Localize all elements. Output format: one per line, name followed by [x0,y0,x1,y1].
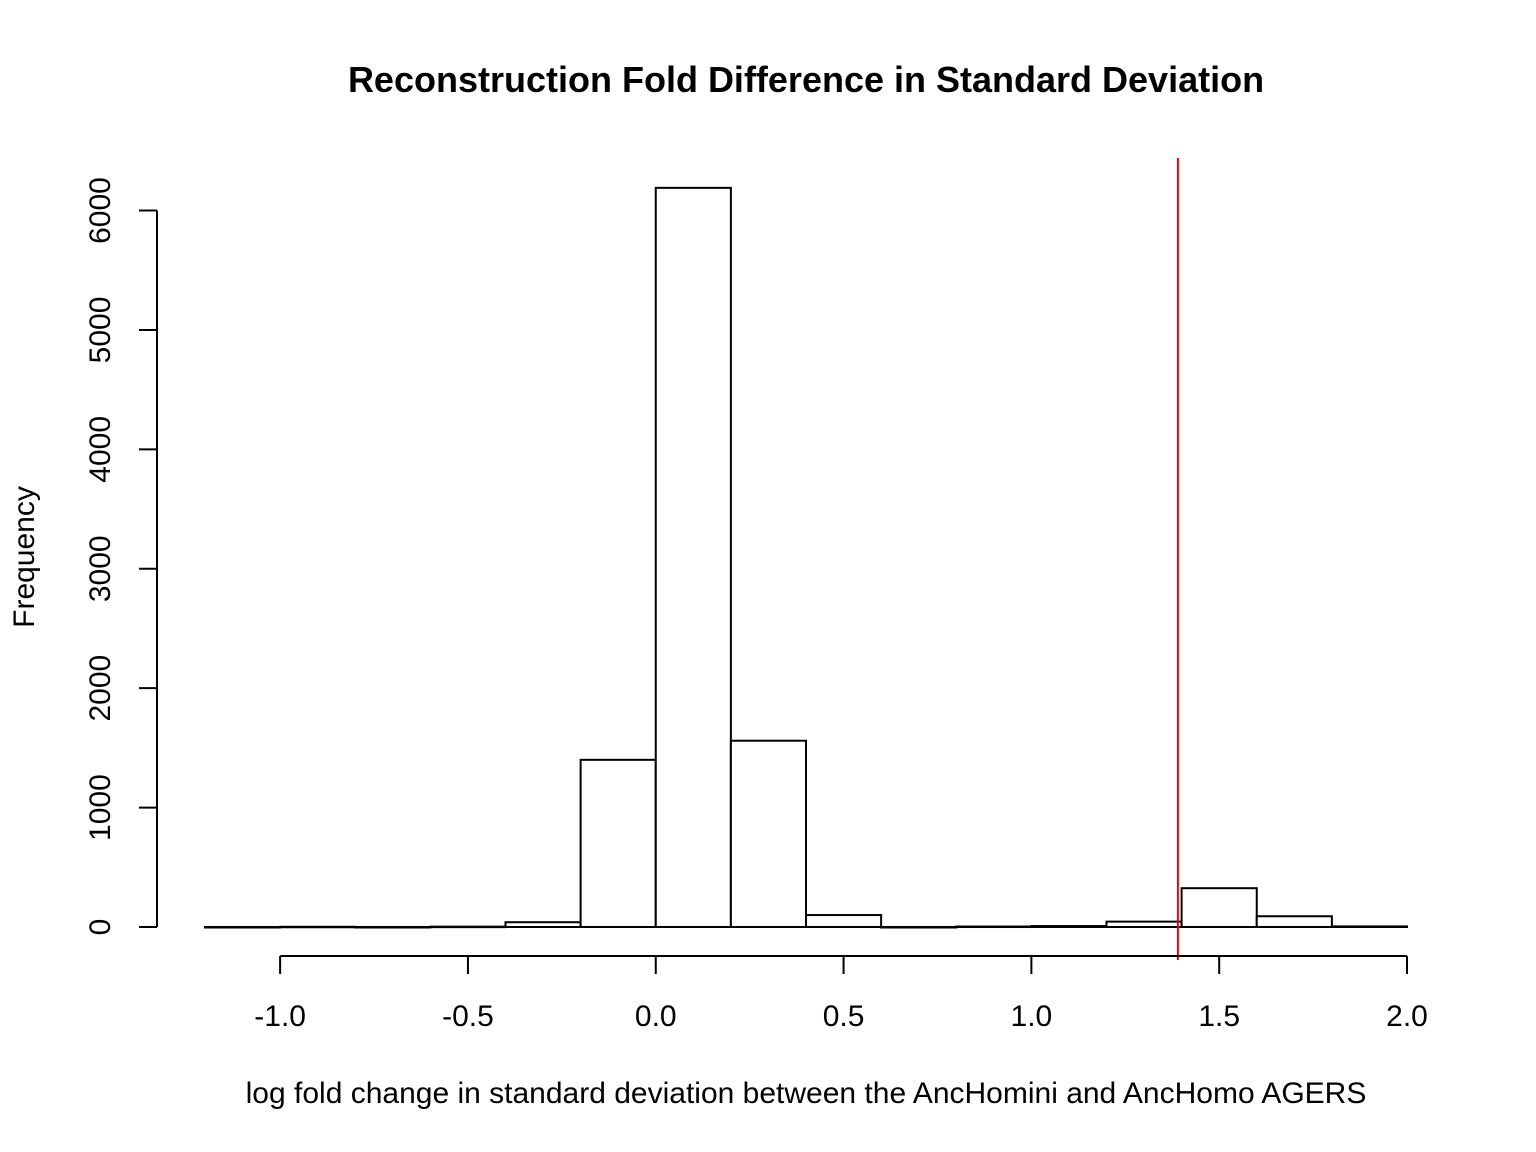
y-tick-label: 2000 [84,655,117,722]
histogram-bar [504,921,582,929]
histogram-bar [805,914,883,929]
x-tick-label: 1.5 [1198,1000,1240,1033]
y-axis-label: Frequency [8,486,41,628]
x-tick-label: 2.0 [1386,1000,1428,1033]
x-tick-label: -1.0 [254,1000,306,1033]
histogram-bar [429,925,507,929]
x-axis-label: log fold change in standard deviation be… [246,1077,1367,1110]
histogram-bar [955,925,1033,929]
histogram-bar [1330,925,1408,929]
histogram-bar [1180,887,1258,929]
histogram-bar [579,758,657,929]
histogram-bar [279,925,357,929]
y-tick-label: 3000 [84,535,117,602]
y-tick-label: 4000 [84,416,117,483]
histogram-bar [204,926,282,929]
histogram-bar [1255,915,1333,929]
histogram-bar [1030,925,1108,929]
x-tick-label: -0.5 [442,1000,494,1033]
x-tick-label: 0.5 [823,1000,865,1033]
histogram-bar [354,926,432,929]
y-tick-label: 6000 [84,177,117,244]
histogram-bar [880,926,958,929]
y-tick-label: 0 [84,919,117,936]
x-tick-label: 0.0 [635,1000,677,1033]
histogram-bar [654,186,732,928]
histogram-bar [729,739,807,929]
x-axis: -1.0 -0.5 0.0 0.5 1.0 1.5 2.0 [254,955,1428,1033]
histogram-bars [204,186,1408,929]
y-tick-label: 1000 [84,774,117,841]
x-tick-label: 1.0 [1011,1000,1053,1033]
y-axis: 0 1000 2000 3000 4000 5000 6000 [84,177,158,936]
histogram-bar [1105,920,1183,928]
y-tick-label: 5000 [84,297,117,364]
chart-title: Reconstruction Fold Difference in Standa… [348,59,1264,100]
